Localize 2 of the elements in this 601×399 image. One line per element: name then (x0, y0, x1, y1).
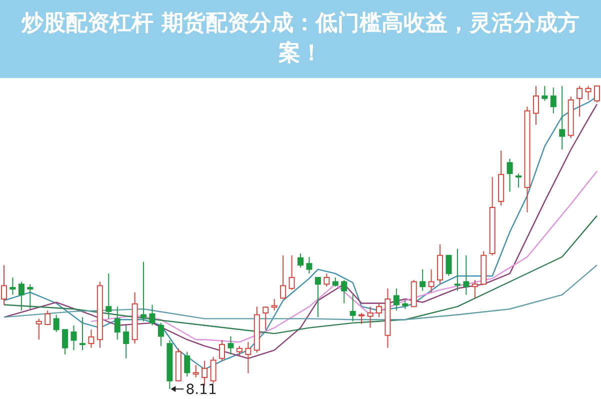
title: 炒股配资杠杆 期货配资分成：低门槛高收益，灵活分成方案！ (0, 0, 601, 78)
annotation: 8.11 (186, 382, 217, 398)
